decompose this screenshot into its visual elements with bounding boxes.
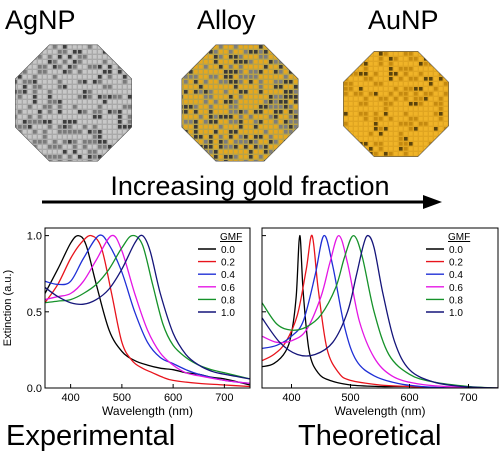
exp-x-tick-label: 700 [215, 392, 233, 404]
exp-series-line-0-0 [45, 236, 250, 385]
exp-series-line-0-6 [45, 235, 250, 383]
exp-x-tick-label: 400 [61, 392, 79, 404]
theo-x-tick-label: 400 [282, 392, 300, 404]
right-arrow-icon [40, 192, 445, 212]
label-agnp: AgNP [5, 5, 76, 36]
experimental-chart: 400 500 600 700 0.0 0.5 1.0 Wavelength (nm) Exti… [0, 222, 252, 422]
silver-nanoparticle-icon [6, 38, 141, 168]
exp-x-tick-label: 500 [113, 392, 131, 404]
theo-x-tick-label: 500 [341, 392, 359, 404]
exp-series-line-0-8 [45, 236, 250, 379]
exp-legend-label: 0.2 [221, 258, 235, 269]
exp-series-line-0-4 [45, 235, 250, 383]
exp-y-tick-label: 1.0 [27, 231, 42, 243]
theo-legend-label: 0.2 [449, 258, 463, 269]
theo-legend-label: 0.8 [449, 295, 463, 306]
label-alloy: Alloy [197, 5, 256, 36]
theo-legend-title: GMF [448, 232, 470, 243]
exp-y-axis-label: Extinction (a.u.) [2, 270, 14, 346]
caption-theoretical: Theoretical [298, 420, 441, 453]
exp-legend-title: GMF [220, 232, 242, 243]
exp-y-tick-label: 0.0 [27, 383, 42, 395]
exp-legend-label: 0.8 [221, 295, 235, 306]
theo-x-axis-label: Wavelength (nm) [335, 404, 426, 418]
exp-x-tick-label: 600 [164, 392, 182, 404]
theo-legend-label: 1.0 [449, 308, 463, 319]
theo-legend-label: 0.4 [449, 270, 463, 281]
exp-legend-label: 0.4 [221, 270, 235, 281]
theo-x-tick-label: 600 [400, 392, 418, 404]
exp-series-line-0-2 [45, 236, 250, 387]
theoretical-chart: 400 500 600 700 Wavelength (nm) GMF 0.0 0.20.4 0… [252, 222, 500, 422]
exp-series-line-1-0 [45, 235, 250, 379]
exp-y-tick-label: 0.5 [27, 307, 42, 319]
exp-x-axis-label: Wavelength (nm) [102, 404, 193, 418]
label-aunp: AuNP [368, 5, 439, 36]
theo-legend-label: 0.6 [449, 283, 463, 294]
exp-legend-label: 0.6 [221, 283, 235, 294]
theo-x-tick-label: 700 [459, 392, 477, 404]
theo-legend-label: 0.0 [449, 245, 463, 256]
exp-legend-label: 1.0 [221, 308, 235, 319]
gold-nanoparticle-icon [337, 45, 455, 163]
caption-experimental: Experimental [6, 420, 175, 453]
exp-plot-frame [45, 228, 250, 388]
alloy-nanoparticle-icon [172, 38, 308, 168]
exp-legend-label: 0.0 [221, 245, 235, 256]
